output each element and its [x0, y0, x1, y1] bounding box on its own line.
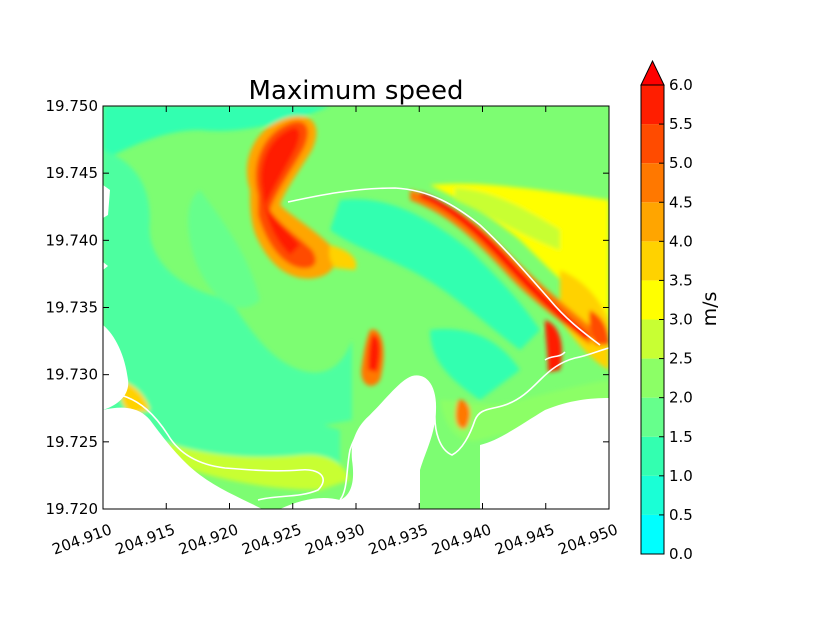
x-tick-label: 204.930 — [303, 520, 367, 558]
colorbar-swatch — [641, 397, 664, 437]
colorbar-label: m/s — [699, 292, 721, 327]
colorbar-tick-label: 4.0 — [669, 232, 693, 250]
colorbar-swatch — [641, 475, 664, 515]
x-tick-label: 204.950 — [556, 520, 620, 558]
coastline — [119, 187, 609, 501]
colorbar-tick-label: 1.0 — [669, 467, 693, 485]
x-tick-label: 204.940 — [429, 520, 493, 558]
colorbar-tick-label: 1.5 — [669, 428, 693, 446]
colorbar-swatch — [641, 280, 664, 320]
colorbar-tick-label: 2.5 — [669, 350, 693, 368]
colorbar-tick-label: 5.0 — [669, 154, 693, 172]
y-tick-label: 19.745 — [46, 164, 99, 182]
land-mask — [103, 185, 609, 509]
x-tick-label: 204.935 — [366, 520, 430, 558]
colorbar-tick-label: 3.0 — [669, 311, 693, 329]
x-tick-label: 204.925 — [240, 520, 304, 558]
colorbar-tick-label: 6.0 — [669, 76, 693, 94]
y-tick-label: 19.725 — [46, 433, 99, 451]
x-tick-label: 204.920 — [176, 520, 240, 558]
colorbar-tick-label: 3.5 — [669, 271, 693, 289]
colorbar-tick-label: 5.5 — [669, 115, 693, 133]
x-tick-label: 204.910 — [50, 520, 114, 558]
colorbar-swatch — [641, 124, 664, 164]
colorbar-tick-label: 0.0 — [669, 545, 693, 563]
y-tick-label: 19.730 — [46, 366, 99, 384]
colorbar-swatch — [641, 436, 664, 476]
colorbar-swatch — [641, 514, 664, 554]
colorbar-swatch — [641, 241, 664, 281]
x-tick-label: 204.915 — [113, 520, 177, 558]
colorbar-tick-label: 4.5 — [669, 193, 693, 211]
colorbar-swatch — [641, 319, 664, 359]
y-tick-label: 19.750 — [46, 97, 99, 115]
colorbar-extend-arrow — [640, 59, 665, 86]
y-tick-label: 19.720 — [46, 500, 99, 518]
colorbar-swatch — [641, 358, 664, 398]
colorbar-swatch — [641, 202, 664, 242]
colorbar: 0.0 0.5 1.0 1.5 2.0 2.5 3.0 3.5 4.0 4.5 5.0 5.5 6.0 — [640, 59, 693, 563]
y-axis: 19.720 19.725 19.730 19.735 19.740 19.745 19.7… — [46, 97, 609, 518]
speed-field — [103, 106, 609, 490]
x-tick-label: 204.945 — [493, 520, 557, 558]
y-tick-label: 19.740 — [46, 231, 99, 249]
colorbar-swatch — [641, 85, 664, 125]
y-tick-label: 19.735 — [46, 299, 99, 317]
colorbar-tick-label: 2.0 — [669, 389, 693, 407]
colorbar-tick-label: 0.5 — [669, 506, 693, 524]
chart-title: Maximum speed — [249, 76, 464, 106]
plot-area — [103, 106, 609, 509]
colorbar-swatch — [641, 163, 664, 203]
